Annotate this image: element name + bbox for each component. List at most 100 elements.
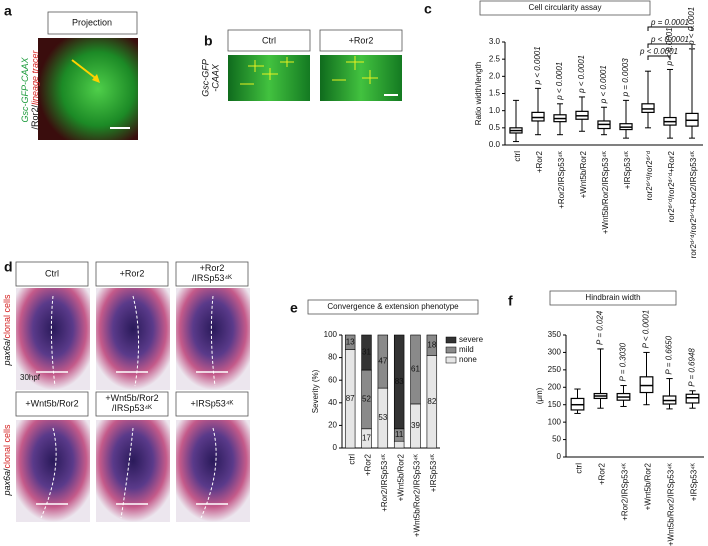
- value-label: 47: [378, 357, 387, 366]
- embryo-image: [176, 420, 250, 522]
- y-tick-label: 3.0: [489, 37, 501, 46]
- x-tick-label: +Wnt5b/Ror2: [396, 453, 405, 501]
- label-box: [175, 261, 249, 287]
- label-box: [95, 391, 169, 417]
- p-label: p < 0.0001: [665, 27, 674, 66]
- bracket-label: p = 0.0001: [650, 18, 689, 27]
- label-box: [47, 11, 138, 35]
- p-label: p < 0.0001: [577, 55, 586, 94]
- chart-title: Convergence & extension phenotype: [327, 302, 459, 311]
- label-line: /IRSp53⁴ᴷ: [192, 273, 232, 283]
- arrowhead: [92, 74, 100, 83]
- panel-title: Projection: [72, 17, 112, 27]
- midline: [200, 427, 217, 519]
- column-label: +IRSp53⁴ᴷ: [191, 398, 234, 408]
- value-label: 83: [395, 377, 404, 386]
- title-box: [307, 299, 479, 315]
- y-tick-label: 50: [552, 435, 561, 444]
- label-box: [95, 261, 169, 287]
- bar-segment: [410, 334, 421, 405]
- value-label: 17: [362, 434, 371, 443]
- value-label: 52: [362, 395, 371, 404]
- label-part: clonal cells: [2, 424, 12, 469]
- p-label: P = 0.024: [596, 310, 605, 345]
- label-box: [227, 29, 311, 52]
- y-tick-label: 100: [548, 417, 562, 426]
- embryo-image: [176, 288, 250, 390]
- p-label: P = 0.3030: [619, 342, 628, 381]
- y-tick-label: 80: [328, 353, 337, 362]
- label-part: /: [2, 468, 12, 471]
- y-tick-label: 0.0: [489, 140, 501, 149]
- box: [639, 376, 654, 394]
- micrograph: [320, 55, 402, 101]
- bar-segment: [426, 334, 438, 356]
- x-tick-label: +IRSp53⁴ᴷ: [690, 462, 699, 501]
- value-label: 87: [346, 394, 355, 403]
- y-tick-label: 2.5: [489, 54, 501, 63]
- panel-letter: b: [204, 33, 213, 49]
- label-box: [15, 391, 89, 417]
- legend-label: severe: [459, 335, 484, 344]
- y-axis-label: Severity (%): [311, 369, 320, 413]
- column-label: +Wnt5b/Ror2: [25, 398, 78, 408]
- label-part: /Ror2/: [30, 105, 40, 130]
- y-tick-label: 250: [548, 365, 562, 374]
- midline: [120, 427, 134, 519]
- x-tick-label: +Wnt5b/Ror2: [644, 462, 653, 510]
- x-tick-label: +Ror2/IRSp53⁴ᴷ: [557, 150, 566, 208]
- label-line: +Wnt5b/Ror2: [105, 393, 158, 403]
- bar-segment: [344, 334, 356, 350]
- legend-swatch: [445, 356, 457, 364]
- x-tick-label: ror2ᵈᐟᵈ/ror2ᵈᐟᵈ+Ror2/IRSp53⁴ᴷ: [689, 150, 698, 258]
- x-tick-label: ctrl: [575, 463, 584, 474]
- y-axis-label: Ratio width/length: [474, 62, 483, 126]
- label-part: Gsc-GFP-CAAX: [20, 57, 30, 123]
- column-label: +Ror2/IRSp53⁴ᴷ: [192, 263, 232, 283]
- bar-segment: [393, 334, 405, 430]
- panel-letter: a: [4, 3, 12, 19]
- legend-swatch: [445, 346, 457, 354]
- panel-letter: c: [424, 1, 432, 17]
- y-axis-label: (μm): [535, 387, 544, 404]
- x-tick-label: +Ror2: [598, 462, 607, 485]
- midline: [40, 427, 57, 519]
- embryo-image: [16, 420, 90, 522]
- arrow: [71, 59, 99, 81]
- charts: c Cell circularity assay Ratio width/lengt…: [290, 0, 704, 546]
- bar-segment: [393, 440, 405, 449]
- side-label: pax6a/clonal cells: [2, 424, 12, 497]
- bracket-label: p < 0.0001: [650, 35, 689, 44]
- y-tick-label: 60: [328, 375, 337, 384]
- p-label: p < 0.0001: [687, 7, 696, 46]
- bracket-label: p < 0.0001: [639, 47, 678, 56]
- p-label: P = 0.6948: [688, 348, 697, 387]
- panel-letter: d: [4, 259, 13, 275]
- side-label: Gsc-GFP-CAAX: [20, 57, 30, 123]
- x-tick-label: ctrl: [347, 454, 356, 465]
- box: [641, 103, 655, 113]
- x-tick-label: +Wnt5b/Ror2/IRSp53⁴ᴷ: [667, 462, 676, 546]
- y-tick-label: 150: [548, 400, 562, 409]
- chart-title: Cell circularity assay: [529, 3, 602, 12]
- column-label: Ctrl: [45, 268, 59, 278]
- midline: [210, 295, 216, 387]
- x-tick-label: +IRSp53⁴ᴷ: [429, 453, 438, 492]
- y-tick-label: 2.0: [489, 71, 501, 80]
- label-part: lineage tracer: [30, 49, 40, 105]
- label-box: [15, 261, 89, 287]
- bracket: [647, 43, 693, 48]
- micrograph: [228, 55, 310, 101]
- value-label: 53: [378, 413, 387, 422]
- label-line: +Ror2: [200, 263, 225, 273]
- x-tick-label: ror2ᵈᐟᵈ/ror2ᵈᐟᵈ: [645, 151, 654, 201]
- embryo-grid: Ctrl +Ror2 +Ror2/IRSp53⁴ᴷ +Wnt5b/Ror2 +Wnt5b…: [2, 261, 250, 522]
- micrograph: [38, 38, 138, 140]
- label-part: pax6a: [2, 471, 12, 497]
- bar-segment: [377, 334, 389, 389]
- embryo-image: [96, 420, 170, 522]
- x-tick-label: +Wnt5b/Ror2/IRSp53⁴ᴷ: [413, 453, 422, 537]
- title-box: [549, 290, 677, 306]
